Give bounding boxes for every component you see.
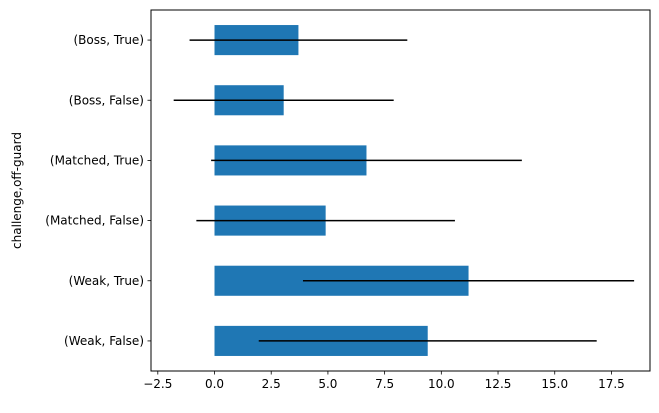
bars-layer	[214, 25, 469, 356]
y-tick-label: (Matched, False)	[45, 214, 144, 228]
x-tick-label: 0.0	[205, 377, 224, 391]
y-tick-label: (Boss, True)	[73, 33, 144, 47]
y-axis-label: challenge,off-guard	[10, 132, 24, 249]
y-tick-label: (Boss, False)	[69, 93, 144, 107]
x-tick-label: 12.5	[485, 377, 512, 391]
errorbars-layer	[173, 39, 635, 342]
x-tick-label: 17.5	[598, 377, 625, 391]
x-tick-label: 5.0	[318, 377, 337, 391]
y-tick-label: (Weak, False)	[64, 334, 144, 348]
x-tick-label: 2.5	[262, 377, 281, 391]
y-tick-label: (Weak, True)	[69, 274, 144, 288]
y-axis: (Weak, False) (Weak, True) (Matched, False…	[45, 33, 151, 348]
x-tick-label: −2.5	[143, 377, 172, 391]
y-tick-label: (Matched, True)	[50, 153, 144, 167]
plot-frame	[150, 9, 651, 372]
x-axis: −2.5 0.0 2.5 5.0 7.5 10.0 12.5 15.0 17.5	[143, 371, 625, 391]
x-tick-label: 15.0	[541, 377, 568, 391]
x-tick-label: 7.5	[375, 377, 394, 391]
x-tick-label: 10.0	[428, 377, 455, 391]
